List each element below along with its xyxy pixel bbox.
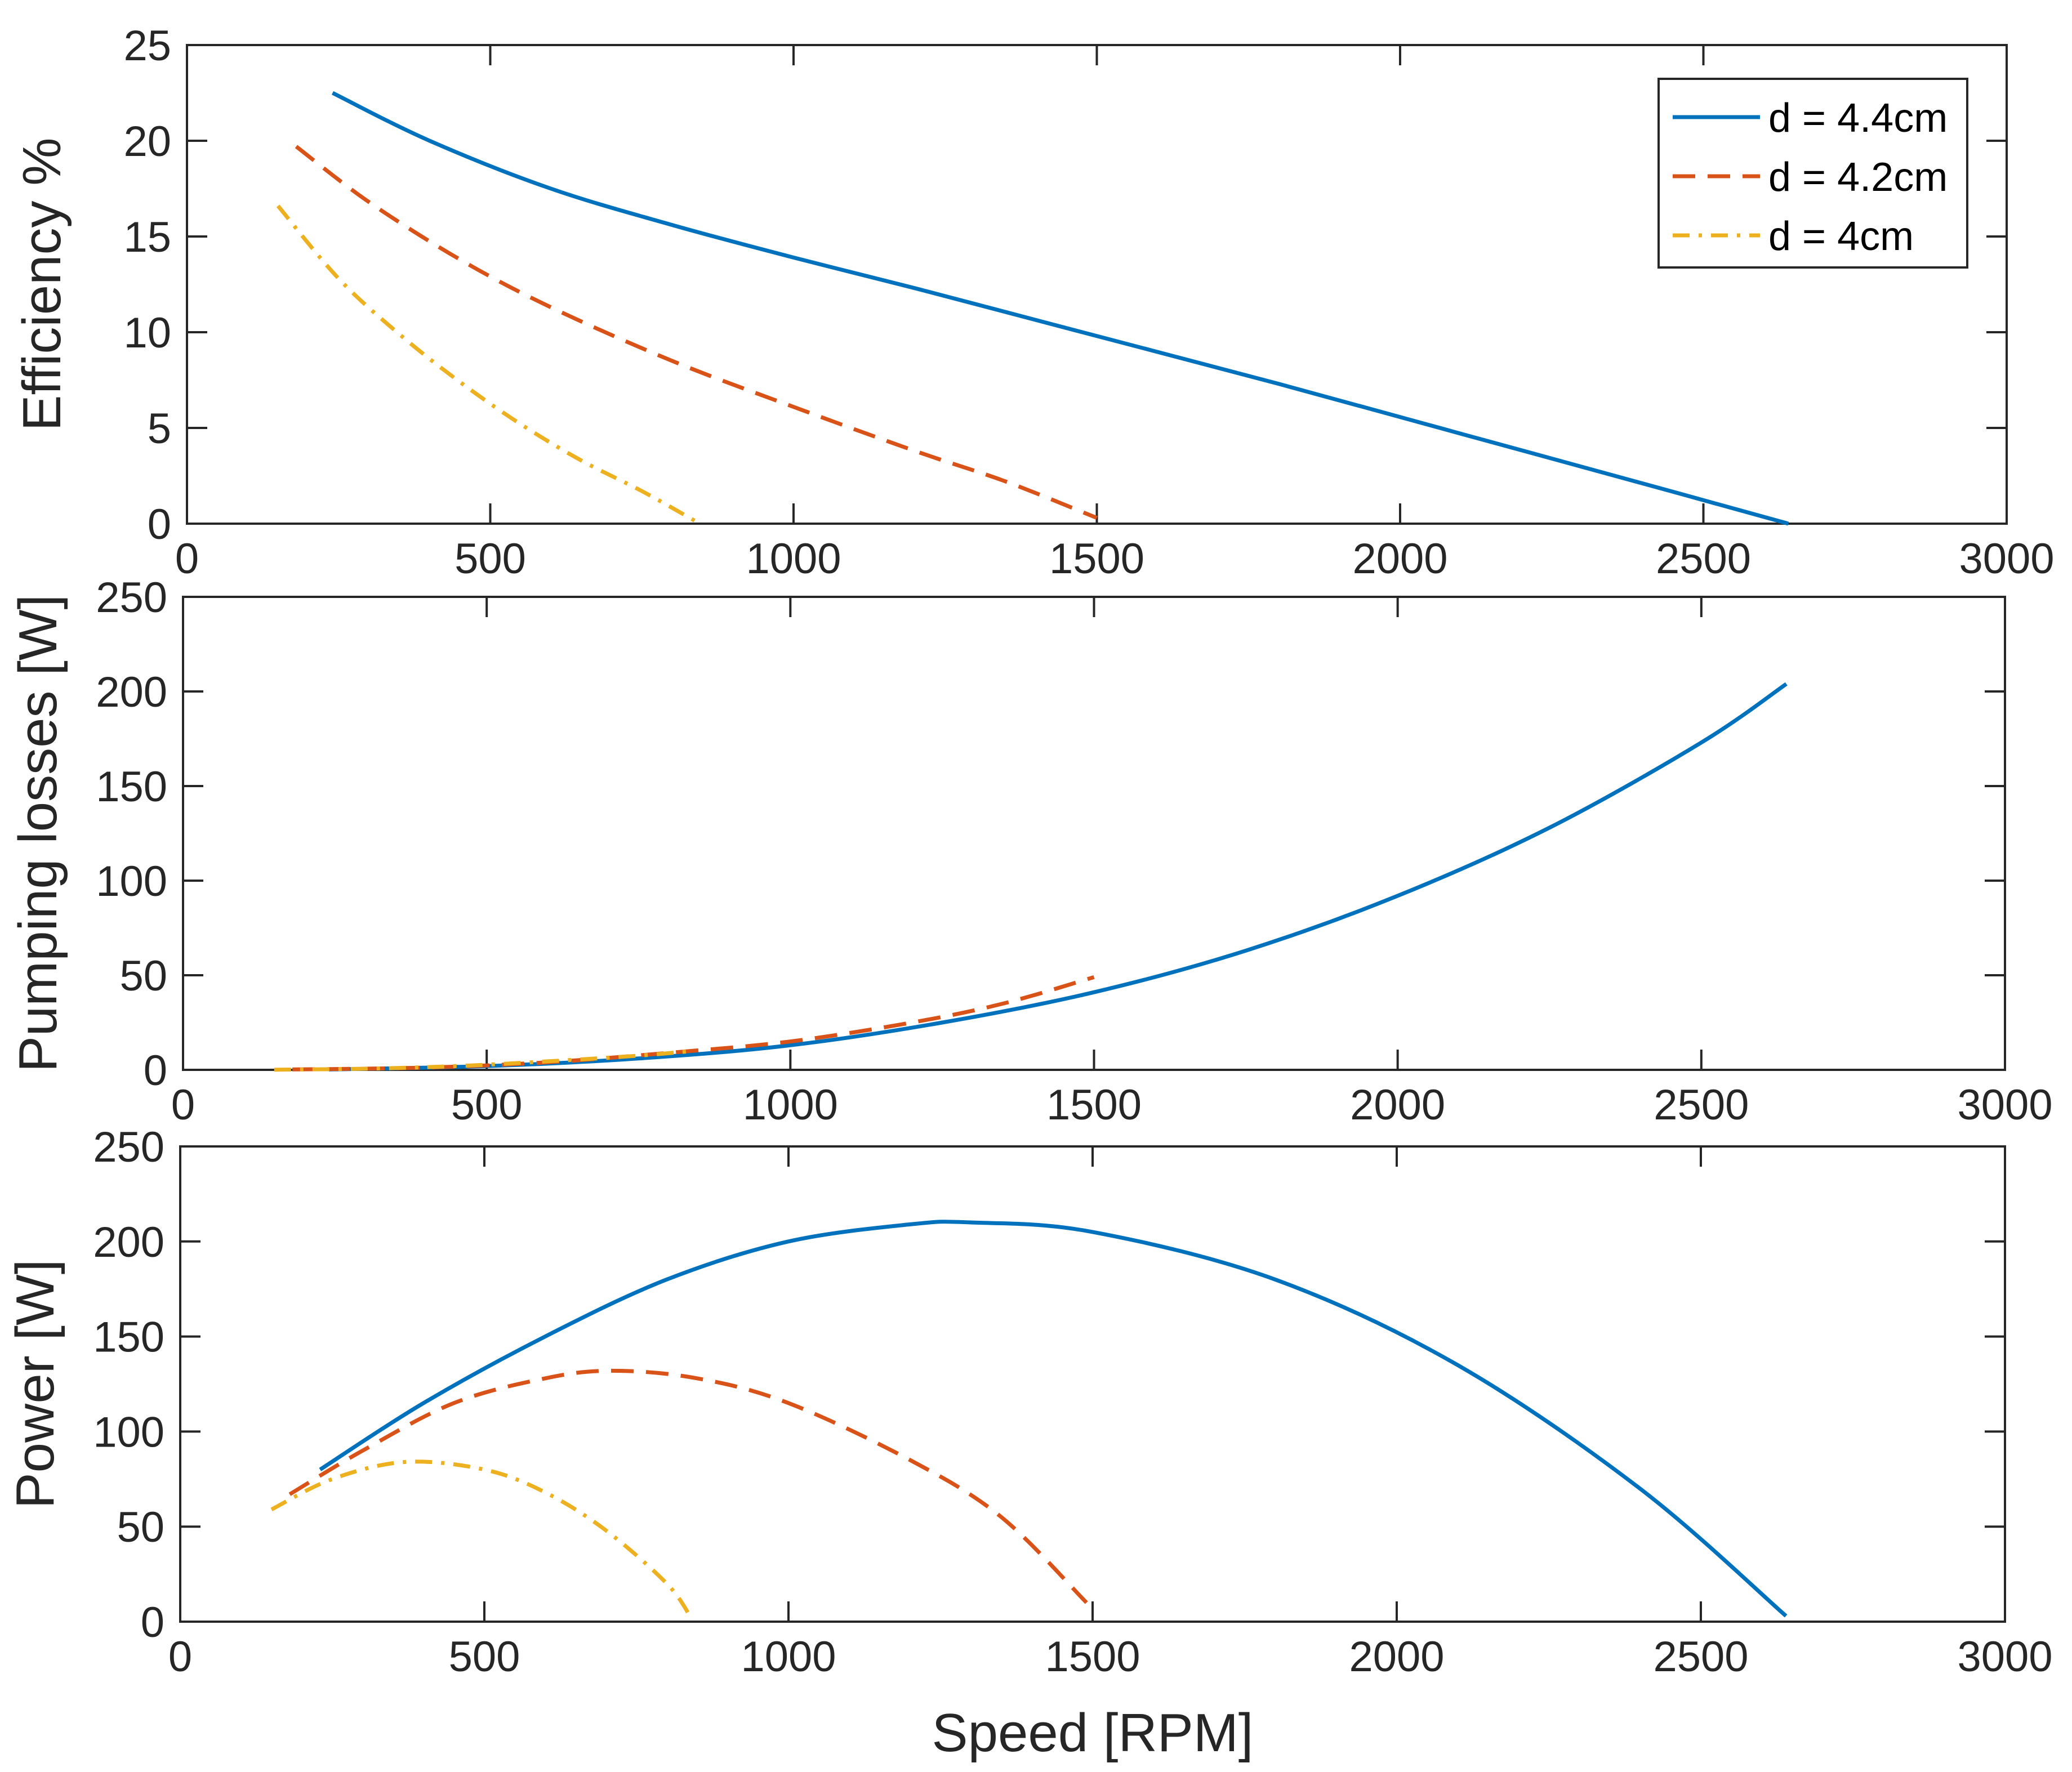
series-line-d-4-4cm [331, 91, 1789, 526]
x-tick-label: 500 [454, 535, 526, 583]
y-tick-label: 50 [117, 1503, 164, 1551]
x-tick-label: 3000 [1957, 1633, 2052, 1681]
x-tick-label: 1000 [743, 1081, 838, 1129]
y-tick-label: 50 [119, 952, 167, 1000]
subplot-3: 0 500 1000 1500 2000 2500 3000 0 50 100 150 200 250 P… [5, 1123, 2053, 1763]
x-tick-label: 1500 [1045, 1633, 1140, 1681]
y-tick-label: 150 [96, 763, 167, 811]
series-line-d-4-4cm [328, 682, 1788, 1072]
y-axis-label: Pumping losses [W] [8, 595, 68, 1072]
x-tick-label: 2000 [1352, 535, 1447, 583]
x-tick-label: 0 [175, 535, 199, 583]
x-tick-label: 2500 [1653, 1633, 1748, 1681]
x-tick-label: 3000 [1959, 535, 2054, 583]
y-tick-label: 200 [96, 668, 167, 716]
x-tick-label: 0 [168, 1633, 192, 1681]
x-tick-label: 1000 [746, 535, 841, 583]
y-tick-label: 25 [123, 22, 171, 70]
y-axis-label: Power [W] [5, 1260, 65, 1509]
series-line-d-4cm [276, 204, 698, 524]
x-tick-label: 2000 [1349, 1633, 1444, 1681]
y-axis-label: Efficiency % [12, 137, 72, 431]
y-tick-label: 250 [93, 1123, 164, 1171]
series-line-d-4-4cm [319, 1220, 1788, 1618]
y-tick-label: 0 [144, 1047, 167, 1095]
x-tick-label: 500 [451, 1081, 523, 1129]
x-tick-label: 1500 [1049, 535, 1144, 583]
y-tick-label: 10 [123, 309, 171, 357]
legend-box [1657, 78, 1968, 269]
y-tick-label: 150 [93, 1314, 164, 1362]
x-axis-label: Speed [RPM] [932, 1703, 1254, 1763]
x-tick-label: 2500 [1656, 535, 1751, 583]
x-tick-label: 3000 [1957, 1081, 2052, 1129]
y-tick-label: 5 [148, 405, 171, 453]
legend: d = 4.4cm d = 4.2cm d = 4cm [1657, 78, 1968, 269]
legend-entry-label: d = 4.4cm [1768, 96, 1948, 141]
subplot-2: 0 500 1000 1500 2000 2500 3000 0 50 100 150 200 250 P… [8, 574, 2053, 1129]
series-line-d-4-2cm [295, 145, 1098, 520]
x-tick-label: 2500 [1654, 1081, 1749, 1129]
legend-entry-label: d = 4cm [1768, 214, 1914, 259]
legend-entry-label: d = 4.2cm [1768, 155, 1948, 200]
axes-box [182, 596, 2006, 1071]
x-tick-label: 1000 [741, 1633, 836, 1681]
y-tick-label: 200 [93, 1218, 164, 1266]
x-tick-label: 2000 [1350, 1081, 1445, 1129]
y-tick-label: 250 [96, 574, 167, 622]
y-tick-label: 0 [141, 1599, 164, 1646]
x-tick-label: 1500 [1046, 1081, 1142, 1129]
x-tick-label: 0 [171, 1081, 195, 1129]
y-tick-label: 100 [93, 1408, 164, 1456]
subplot-1: 0 500 1000 1500 2000 2500 3000 0 5 10 15 20 25 Effici… [12, 22, 2055, 583]
y-tick-label: 20 [123, 118, 171, 166]
y-tick-label: 15 [123, 213, 171, 261]
y-tick-label: 0 [148, 501, 171, 548]
y-tick-label: 100 [96, 858, 167, 905]
x-tick-label: 500 [449, 1633, 520, 1681]
